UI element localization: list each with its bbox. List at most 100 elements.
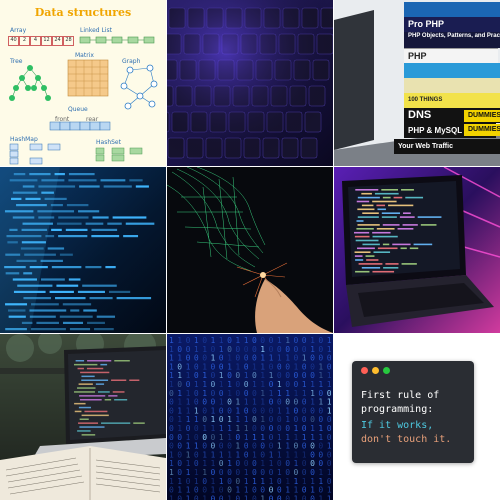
code-line [101, 422, 131, 424]
binary-digit: 0 [285, 398, 290, 407]
binary-digit: 1 [194, 415, 199, 424]
binary-digit: 1 [235, 442, 240, 451]
code-line [108, 395, 118, 397]
binary-digit: 0 [177, 380, 182, 389]
binary-digit: 0 [252, 442, 257, 451]
code-line [65, 228, 88, 231]
binary-digit: 1 [219, 345, 224, 354]
code-line [92, 216, 109, 219]
code-line [361, 267, 381, 269]
binary-digit: 0 [277, 415, 282, 424]
code-line [399, 216, 415, 218]
binary-digit: 0 [327, 459, 332, 468]
binary-digit: 0 [252, 345, 257, 354]
binary-digit: 0 [294, 371, 299, 380]
binary-digit: 1 [211, 459, 216, 468]
close-dot-icon [361, 367, 368, 374]
binary-digit: 1 [269, 389, 274, 398]
binary-digit: 0 [235, 459, 240, 468]
binary-digit: 1 [211, 450, 216, 459]
binary-digit: 1 [219, 398, 224, 407]
binary-digit: 0 [269, 468, 274, 477]
outdoor-laptop-photo [0, 334, 166, 500]
binary-digit: 0 [294, 345, 299, 354]
code-line [29, 266, 48, 269]
code-line [56, 222, 82, 225]
binary-digit: 0 [177, 459, 182, 468]
code-line [16, 259, 37, 262]
binary-digit: 0 [235, 380, 240, 389]
code-line [100, 179, 126, 182]
minimize-dot-icon [372, 367, 379, 374]
binary-digit: 0 [318, 415, 323, 424]
binary-digit: 1 [260, 477, 265, 486]
binary-digit: 0 [294, 398, 299, 407]
binary-digit: 0 [260, 450, 265, 459]
array-cell: 40 [8, 36, 19, 46]
binary-digit: 0 [252, 459, 257, 468]
binary-digit: 1 [260, 354, 265, 363]
binary-digit: 1 [202, 459, 207, 468]
binary-digit: 0 [285, 468, 290, 477]
graph-label: Graph [122, 58, 141, 65]
binary-digit: 1 [186, 406, 191, 415]
binary-digit: 0 [327, 433, 332, 442]
binary-digit: 0 [277, 371, 282, 380]
tree-label: Tree [10, 58, 23, 65]
neon-laptop-illustration [334, 167, 500, 333]
code-line [75, 360, 85, 362]
binary-digit: 1 [244, 477, 249, 486]
code-line [22, 222, 53, 225]
code-line [8, 315, 26, 318]
binary-digit: 1 [294, 450, 299, 459]
binary-digit: 0 [269, 380, 274, 389]
binary-digit: 0 [211, 442, 216, 451]
binary-digit: 1 [252, 433, 257, 442]
binary-digit: 1 [235, 406, 240, 415]
binary-digit: 0 [294, 336, 299, 345]
binary-digit: 1 [277, 450, 282, 459]
binary-digit: 1 [244, 371, 249, 380]
code-line [388, 204, 414, 207]
code-line [403, 212, 411, 214]
binary-digit: 1 [202, 424, 207, 433]
binary-digit: 1 [219, 424, 224, 433]
code-line [51, 228, 62, 231]
books-photo: Pro PHP PHP Objects, Patterns, and Pract… [334, 0, 500, 166]
code-line [372, 235, 398, 238]
code-line [82, 284, 117, 287]
code-line [377, 208, 386, 211]
binary-digit: 0 [327, 450, 332, 459]
code-line [108, 290, 131, 293]
binary-digit: 0 [169, 486, 174, 495]
binary-digit: 1 [310, 336, 315, 345]
code-line [74, 410, 82, 413]
binary-digit: 0 [194, 398, 199, 407]
binary-digit: 0 [302, 406, 307, 415]
binary-digit: 1 [327, 494, 332, 500]
code-line [78, 383, 93, 385]
code-line [91, 235, 120, 238]
code-line [40, 259, 63, 262]
code-line [4, 266, 26, 269]
binary-digit: 0 [211, 433, 216, 442]
code-line [25, 197, 41, 200]
binary-digit: 1 [169, 468, 174, 477]
binary-digit: 0 [202, 415, 207, 424]
binary-digit: 0 [277, 398, 282, 407]
binary-digit: 1 [252, 398, 257, 407]
binary-digit: 0 [302, 468, 307, 477]
code-line [372, 200, 397, 203]
outdoor-laptop-illustration [0, 334, 166, 500]
matrix-label: Matrix [75, 52, 94, 59]
code-line [357, 224, 380, 226]
binary-digit: 0 [244, 459, 249, 468]
binary-digit: 0 [177, 468, 182, 477]
code-line [125, 222, 155, 225]
binary-digit: 0 [252, 354, 257, 363]
code-line [30, 328, 66, 331]
rule-line-1: First rule of [361, 390, 440, 401]
binary-digit: 1 [177, 389, 182, 398]
binary-digit: 0 [227, 406, 232, 415]
code-line [59, 253, 73, 256]
